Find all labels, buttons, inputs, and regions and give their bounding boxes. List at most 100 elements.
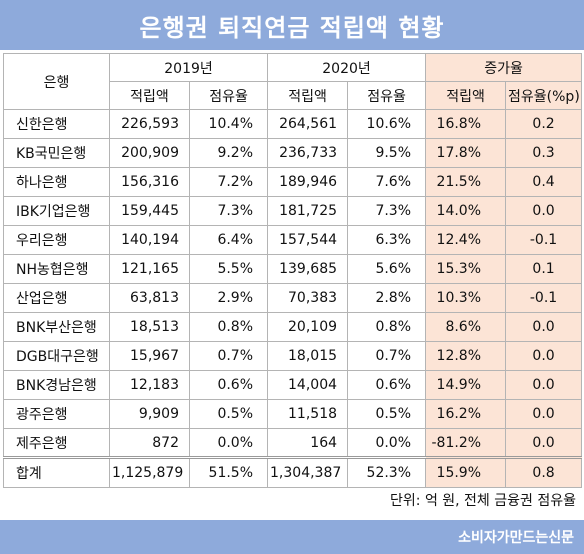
cell-growth-share: 0.3	[505, 138, 583, 168]
header-reserve-2020: 적립액	[267, 81, 349, 110]
cell-reserve-2019: 15,967	[109, 341, 190, 371]
cell-growth-reserve: 21.5%	[425, 167, 507, 197]
cell-bank-name: 광주은행	[3, 399, 110, 429]
cell-reserve-2020: 157,544	[267, 225, 349, 255]
cell-share-2019: 0.7%	[188, 341, 269, 371]
cell-share-2020: 0.0%	[347, 428, 427, 458]
cell-share-2019: 7.3%	[188, 196, 269, 226]
cell-reserve-2020: 1,304,387	[267, 456, 349, 488]
cell-growth-reserve: 12.4%	[425, 225, 507, 255]
header-reserve-2019: 적립액	[109, 81, 190, 110]
cell-growth-share: -0.1	[505, 225, 583, 255]
cell-share-2020: 9.5%	[347, 138, 427, 168]
cell-share-2020: 0.6%	[347, 370, 427, 400]
cell-growth-share: 0.0	[505, 196, 583, 226]
cell-growth-share: 0.4	[505, 167, 583, 197]
cell-reserve-2019: 159,445	[109, 196, 190, 226]
cell-bank-name: DGB대구은행	[3, 341, 110, 371]
cell-share-2019: 0.5%	[188, 399, 269, 429]
cell-reserve-2020: 18,015	[267, 341, 349, 371]
cell-share-2020: 0.7%	[347, 341, 427, 371]
cell-reserve-2020: 20,109	[267, 312, 349, 342]
total-row: 합계 1,125,879 51.5% 1,304,387 52.3% 15.9% 0.8	[3, 456, 583, 488]
cell-reserve-2019: 200,909	[109, 138, 190, 168]
cell-growth-share: 0.0	[505, 428, 583, 458]
header-year-2020: 2020년	[267, 53, 427, 82]
table-row: IBK기업은행 159,445 7.3% 181,725 7.3% 14.0% 0.0	[3, 196, 583, 226]
table-row: KB국민은행 200,909 9.2% 236,733 9.5% 17.8% 0.3	[3, 138, 583, 168]
cell-bank-name: NH농협은행	[3, 254, 110, 284]
cell-share-2019: 9.2%	[188, 138, 269, 168]
table-row: 제주은행 872 0.0% 164 0.0% -81.2% 0.0	[3, 428, 583, 458]
cell-growth-reserve: 15.3%	[425, 254, 507, 284]
cell-reserve-2020: 11,518	[267, 399, 349, 429]
table-row: BNK경남은행 12,183 0.6% 14,004 0.6% 14.9% 0.0	[3, 370, 583, 400]
cell-growth-reserve: 14.0%	[425, 196, 507, 226]
cell-bank-name: 제주은행	[3, 428, 110, 458]
cell-reserve-2019: 140,194	[109, 225, 190, 255]
cell-bank-name: KB국민은행	[3, 138, 110, 168]
cell-reserve-2020: 70,383	[267, 283, 349, 313]
cell-reserve-2020: 164	[267, 428, 349, 458]
cell-share-2019: 5.5%	[188, 254, 269, 284]
cell-bank-name: BNK부산은행	[3, 312, 110, 342]
cell-growth-share: 0.0	[505, 312, 583, 342]
cell-growth-reserve: 10.3%	[425, 283, 507, 313]
cell-reserve-2020: 181,725	[267, 196, 349, 226]
footer-bar: 소비자가만드는신문	[0, 520, 584, 554]
cell-share-2020: 7.3%	[347, 196, 427, 226]
cell-share-2019: 7.2%	[188, 167, 269, 197]
cell-share-2020: 7.6%	[347, 167, 427, 197]
cell-share-2019: 0.0%	[188, 428, 269, 458]
cell-reserve-2019: 12,183	[109, 370, 190, 400]
cell-growth-share: 0.8	[505, 456, 583, 488]
header-growth-share: 점유율(%p)	[505, 81, 583, 110]
header-bank: 은행	[3, 53, 110, 110]
cell-growth-share: 0.1	[505, 254, 583, 284]
cell-reserve-2020: 264,561	[267, 109, 349, 139]
cell-reserve-2019: 156,316	[109, 167, 190, 197]
cell-growth-share: 0.0	[505, 341, 583, 371]
header-growth-reserve: 적립액	[425, 81, 507, 110]
cell-growth-share: -0.1	[505, 283, 583, 313]
cell-share-2020: 2.8%	[347, 283, 427, 313]
cell-share-2020: 0.8%	[347, 312, 427, 342]
pension-table: 은행 2019년 2020년 증가율 적립액 점유율 적립액 점유율 적립액 점…	[3, 53, 583, 488]
cell-reserve-2019: 872	[109, 428, 190, 458]
header-row-1: 은행 2019년 2020년 증가율	[3, 53, 583, 110]
table-row: DGB대구은행 15,967 0.7% 18,015 0.7% 12.8% 0.0	[3, 341, 583, 371]
cell-reserve-2020: 14,004	[267, 370, 349, 400]
cell-growth-reserve: 17.8%	[425, 138, 507, 168]
cell-bank-name: 산업은행	[3, 283, 110, 313]
cell-growth-share: 0.0	[505, 370, 583, 400]
header-row-2: 적립액 점유율 적립액 점유율 적립액 점유율(%p)	[4, 81, 583, 110]
cell-reserve-2020: 189,946	[267, 167, 349, 197]
cell-reserve-2019: 9,909	[109, 399, 190, 429]
cell-share-2020: 5.6%	[347, 254, 427, 284]
cell-growth-reserve: 15.9%	[425, 456, 507, 488]
footer-source: 소비자가만드는신문	[458, 530, 574, 546]
cell-growth-reserve: 12.8%	[425, 341, 507, 371]
cell-bank-name: IBK기업은행	[3, 196, 110, 226]
page-title: 은행권 퇴직연금 적립액 현황	[139, 13, 445, 42]
header-share-2019: 점유율	[188, 81, 269, 110]
cell-bank-name: 신한은행	[3, 109, 110, 139]
cell-reserve-2019: 63,813	[109, 283, 190, 313]
cell-bank-name: 하나은행	[3, 167, 110, 197]
cell-bank-name: BNK경남은행	[3, 370, 110, 400]
cell-growth-share: 0.0	[505, 399, 583, 429]
table-row: BNK부산은행 18,513 0.8% 20,109 0.8% 8.6% 0.0	[3, 312, 583, 342]
cell-reserve-2019: 121,165	[109, 254, 190, 284]
cell-reserve-2020: 236,733	[267, 138, 349, 168]
cell-share-2019: 10.4%	[188, 109, 269, 139]
cell-share-2019: 0.6%	[188, 370, 269, 400]
cell-share-2020: 0.5%	[347, 399, 427, 429]
unit-note: 단위: 억 원, 전체 금융권 점유율	[390, 493, 576, 509]
cell-growth-reserve: -81.2%	[425, 428, 507, 458]
header-year-2019: 2019년	[108, 53, 269, 82]
cell-growth-reserve: 14.9%	[425, 370, 507, 400]
cell-bank-name: 합계	[3, 456, 110, 488]
table-row: 신한은행 226,593 10.4% 264,561 10.6% 16.8% 0.2	[3, 109, 583, 139]
table-row: 우리은행 140,194 6.4% 157,544 6.3% 12.4% -0.1	[3, 225, 583, 255]
cell-reserve-2019: 226,593	[109, 109, 190, 139]
